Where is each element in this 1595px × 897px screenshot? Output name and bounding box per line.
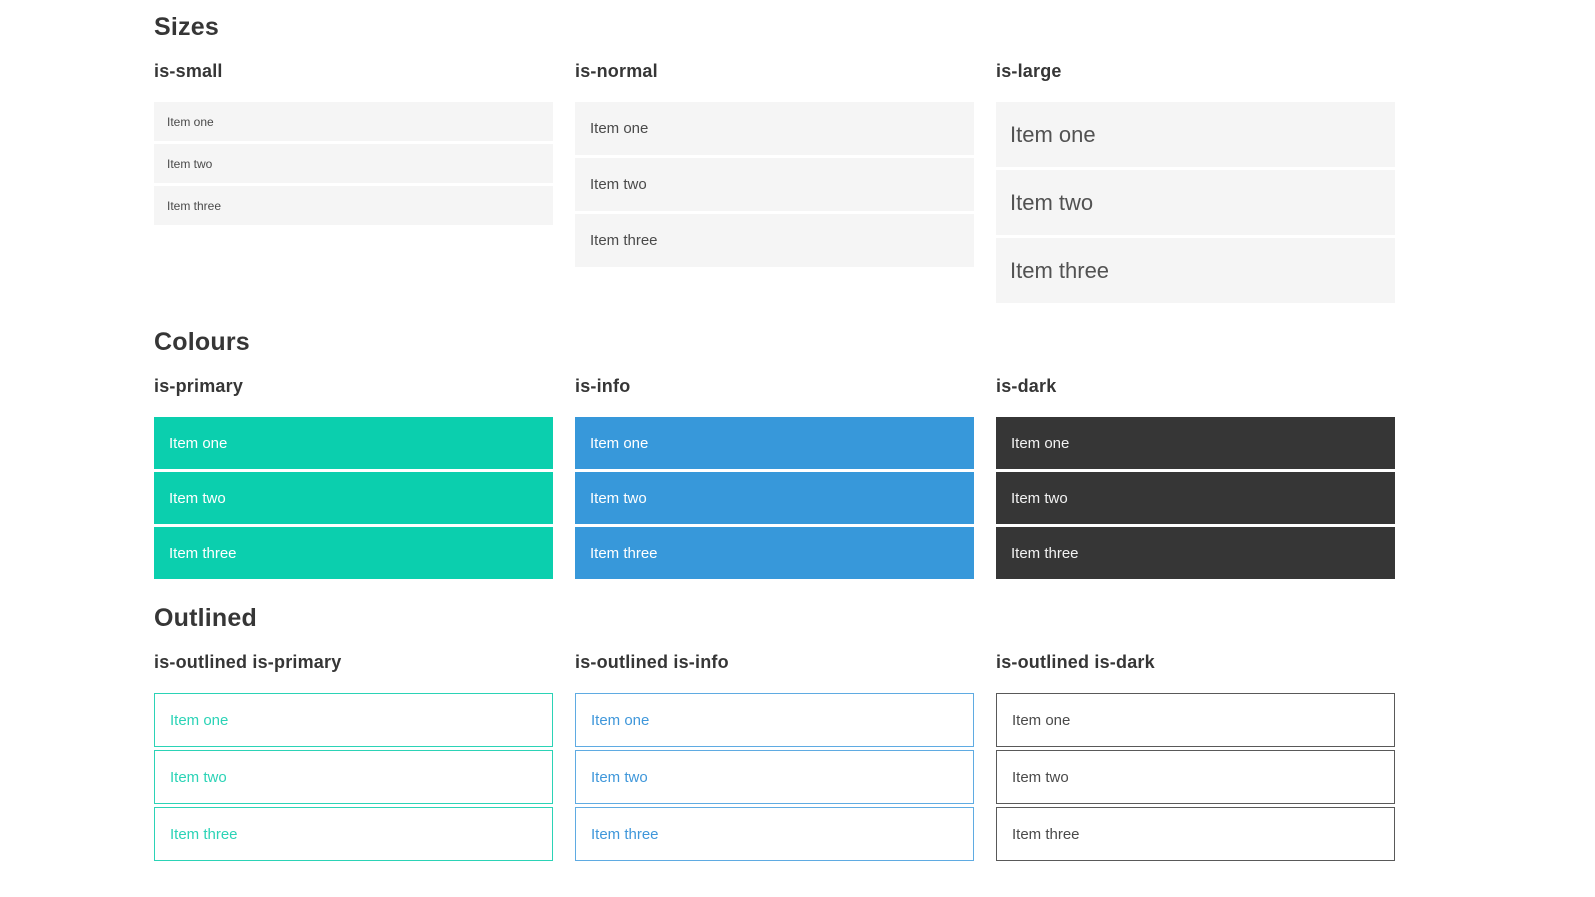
group-is-small: is-small Item one Item two Item three [154, 61, 553, 225]
list-item: Item one [575, 693, 974, 747]
group-title-is-normal: is-normal [575, 61, 658, 81]
list-is-large: Item one Item two Item three [996, 102, 1395, 303]
section-outlined: Outlined is-outlined is-primary Item one… [154, 605, 1395, 861]
list-outlined-dark: Item one Item two Item three [996, 693, 1395, 861]
list-is-primary: Item one Item two Item three [154, 417, 553, 579]
list-item: Item three [154, 527, 553, 579]
section-sizes: Sizes is-small Item one Item two Item th… [154, 14, 1395, 303]
list-item: Item two [575, 158, 974, 211]
list-item: Item one [154, 417, 553, 469]
group-title-is-primary: is-primary [154, 376, 244, 396]
group-title-is-dark: is-dark [996, 376, 1057, 396]
section-colours: Colours is-primary Item one Item two Ite… [154, 329, 1395, 579]
list-item: Item one [996, 102, 1395, 167]
list-item: Item three [154, 186, 553, 225]
list-item: Item two [575, 472, 974, 524]
group-title-is-large: is-large [996, 61, 1062, 81]
section-title-sizes: Sizes [154, 13, 219, 41]
list-item: Item three [575, 527, 974, 579]
list-outlined-info: Item one Item two Item three [575, 693, 974, 861]
list-is-normal: Item one Item two Item three [575, 102, 974, 267]
list-item: Item three [575, 214, 974, 267]
list-item: Item three [996, 807, 1395, 861]
list-is-info: Item one Item two Item three [575, 417, 974, 579]
list-is-dark: Item one Item two Item three [996, 417, 1395, 579]
group-title-is-info: is-info [575, 376, 631, 396]
list-outlined-primary: Item one Item two Item three [154, 693, 553, 861]
sizes-grid: is-small Item one Item two Item three is… [154, 61, 1395, 303]
list-item: Item three [996, 238, 1395, 303]
list-is-small: Item one Item two Item three [154, 102, 553, 225]
group-is-large: is-large Item one Item two Item three [996, 61, 1395, 303]
group-outlined-info: is-outlined is-info Item one Item two It… [575, 652, 974, 861]
group-is-dark: is-dark Item one Item two Item three [996, 376, 1395, 579]
group-outlined-dark: is-outlined is-dark Item one Item two It… [996, 652, 1395, 861]
list-item: Item two [154, 144, 553, 183]
section-title-outlined: Outlined [154, 604, 257, 632]
group-is-normal: is-normal Item one Item two Item three [575, 61, 974, 267]
group-title-outlined-dark: is-outlined is-dark [996, 652, 1155, 672]
outlined-grid: is-outlined is-primary Item one Item two… [154, 652, 1395, 861]
list-item: Item one [154, 102, 553, 141]
list-item: Item three [154, 807, 553, 861]
list-item: Item one [575, 102, 974, 155]
list-item: Item one [154, 693, 553, 747]
colours-grid: is-primary Item one Item two Item three … [154, 376, 1395, 579]
list-item: Item one [996, 417, 1395, 469]
list-item: Item two [575, 750, 974, 804]
list-item: Item three [575, 807, 974, 861]
list-item: Item three [996, 527, 1395, 579]
list-item: Item one [996, 693, 1395, 747]
group-title-outlined-primary: is-outlined is-primary [154, 652, 342, 672]
group-outlined-primary: is-outlined is-primary Item one Item two… [154, 652, 553, 861]
section-title-colours: Colours [154, 328, 250, 356]
list-item: Item two [996, 472, 1395, 524]
list-item: Item one [575, 417, 974, 469]
list-item: Item two [154, 750, 553, 804]
group-is-info: is-info Item one Item two Item three [575, 376, 974, 579]
list-item: Item two [154, 472, 553, 524]
group-title-is-small: is-small [154, 61, 223, 81]
list-item: Item two [996, 750, 1395, 804]
list-item: Item two [996, 170, 1395, 235]
group-title-outlined-info: is-outlined is-info [575, 652, 729, 672]
group-is-primary: is-primary Item one Item two Item three [154, 376, 553, 579]
